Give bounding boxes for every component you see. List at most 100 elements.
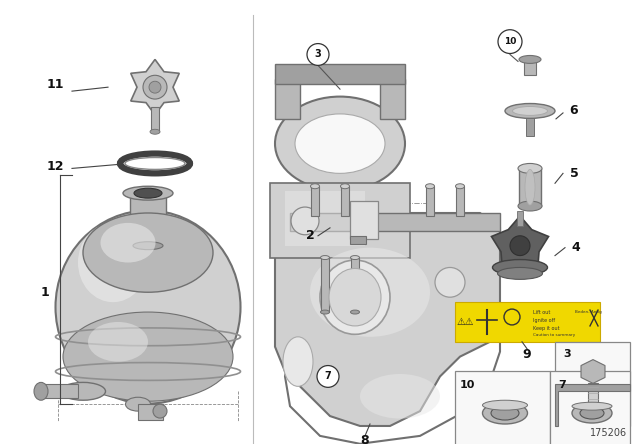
Ellipse shape bbox=[321, 256, 330, 259]
Ellipse shape bbox=[505, 103, 555, 118]
Text: Keep it out: Keep it out bbox=[533, 326, 559, 331]
Ellipse shape bbox=[493, 259, 547, 276]
Polygon shape bbox=[492, 216, 548, 270]
Text: 3: 3 bbox=[315, 49, 321, 60]
Ellipse shape bbox=[275, 97, 405, 191]
Ellipse shape bbox=[426, 184, 435, 189]
Circle shape bbox=[510, 236, 530, 256]
Bar bbox=[151, 107, 159, 132]
Ellipse shape bbox=[63, 312, 233, 401]
Bar bbox=[43, 384, 78, 398]
Bar bbox=[519, 168, 541, 206]
Ellipse shape bbox=[497, 267, 543, 280]
Bar bbox=[321, 258, 329, 312]
Ellipse shape bbox=[88, 322, 148, 362]
Circle shape bbox=[435, 267, 465, 297]
Bar bbox=[526, 118, 534, 136]
Ellipse shape bbox=[150, 129, 160, 134]
Ellipse shape bbox=[351, 256, 360, 259]
Bar bbox=[456, 186, 464, 216]
Ellipse shape bbox=[83, 213, 213, 292]
Ellipse shape bbox=[295, 114, 385, 173]
Text: ⚠⚠: ⚠⚠ bbox=[456, 317, 474, 327]
Ellipse shape bbox=[283, 337, 313, 386]
Text: Ignite off: Ignite off bbox=[533, 318, 555, 323]
Text: 10: 10 bbox=[460, 380, 475, 390]
Ellipse shape bbox=[78, 223, 148, 302]
Ellipse shape bbox=[456, 184, 465, 189]
Ellipse shape bbox=[483, 400, 527, 410]
Text: 175206: 175206 bbox=[590, 428, 627, 438]
Text: Beden- Antig: Beden- Antig bbox=[575, 310, 602, 314]
Circle shape bbox=[149, 81, 161, 93]
Ellipse shape bbox=[518, 201, 542, 211]
Ellipse shape bbox=[133, 242, 163, 250]
Bar bbox=[555, 342, 630, 426]
Ellipse shape bbox=[572, 403, 612, 423]
Circle shape bbox=[317, 366, 339, 388]
Text: 5: 5 bbox=[570, 167, 579, 180]
Polygon shape bbox=[275, 213, 500, 426]
Text: 9: 9 bbox=[523, 348, 531, 361]
Text: 3: 3 bbox=[563, 349, 571, 359]
Polygon shape bbox=[555, 384, 630, 426]
Text: Lift out: Lift out bbox=[533, 310, 550, 315]
Text: 11: 11 bbox=[46, 78, 64, 90]
Ellipse shape bbox=[56, 211, 241, 404]
Bar bbox=[138, 404, 163, 420]
Bar bbox=[311, 186, 319, 216]
Circle shape bbox=[143, 75, 167, 99]
Bar bbox=[350, 236, 366, 244]
Bar bbox=[455, 371, 550, 446]
Bar bbox=[380, 79, 405, 119]
Ellipse shape bbox=[580, 407, 604, 419]
Bar bbox=[588, 383, 598, 415]
Text: Caution to summary: Caution to summary bbox=[533, 333, 575, 337]
Ellipse shape bbox=[351, 310, 360, 314]
Text: 7: 7 bbox=[558, 380, 566, 390]
Text: 1: 1 bbox=[40, 286, 49, 299]
Ellipse shape bbox=[483, 402, 527, 424]
Bar bbox=[350, 201, 378, 239]
Bar bbox=[275, 65, 405, 84]
Ellipse shape bbox=[519, 56, 541, 64]
Text: 6: 6 bbox=[570, 104, 579, 117]
Ellipse shape bbox=[525, 169, 535, 205]
Ellipse shape bbox=[125, 397, 150, 411]
Ellipse shape bbox=[123, 186, 173, 200]
Text: 4: 4 bbox=[572, 241, 580, 254]
Ellipse shape bbox=[572, 402, 612, 410]
Text: 8: 8 bbox=[361, 435, 369, 448]
Circle shape bbox=[307, 43, 329, 65]
Bar bbox=[455, 302, 600, 342]
Ellipse shape bbox=[310, 248, 430, 337]
Text: 10: 10 bbox=[504, 37, 516, 46]
Ellipse shape bbox=[34, 383, 48, 400]
Ellipse shape bbox=[491, 406, 519, 420]
Bar bbox=[351, 258, 359, 312]
Ellipse shape bbox=[310, 184, 319, 189]
Text: 7: 7 bbox=[324, 371, 332, 381]
Bar bbox=[270, 183, 410, 258]
Text: 2: 2 bbox=[306, 229, 314, 242]
Ellipse shape bbox=[340, 184, 349, 189]
Ellipse shape bbox=[134, 188, 162, 198]
Ellipse shape bbox=[518, 164, 542, 173]
Bar bbox=[341, 186, 349, 216]
Text: 12: 12 bbox=[46, 160, 64, 173]
Ellipse shape bbox=[320, 260, 390, 334]
Ellipse shape bbox=[321, 310, 330, 314]
Bar bbox=[426, 186, 434, 216]
Bar bbox=[275, 79, 300, 119]
Ellipse shape bbox=[291, 207, 319, 235]
Ellipse shape bbox=[360, 374, 440, 418]
Ellipse shape bbox=[100, 223, 156, 263]
Ellipse shape bbox=[329, 268, 381, 326]
Bar bbox=[550, 371, 630, 446]
Bar bbox=[285, 191, 365, 246]
Bar bbox=[517, 211, 523, 226]
Ellipse shape bbox=[153, 404, 167, 418]
Bar bbox=[524, 61, 536, 75]
Ellipse shape bbox=[513, 107, 547, 116]
Polygon shape bbox=[581, 360, 605, 383]
